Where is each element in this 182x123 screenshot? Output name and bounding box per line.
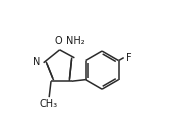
Text: N: N	[33, 57, 41, 67]
Text: NH₂: NH₂	[66, 36, 85, 46]
Text: F: F	[126, 53, 131, 63]
Text: CH₃: CH₃	[39, 99, 58, 109]
Text: O: O	[55, 36, 62, 46]
